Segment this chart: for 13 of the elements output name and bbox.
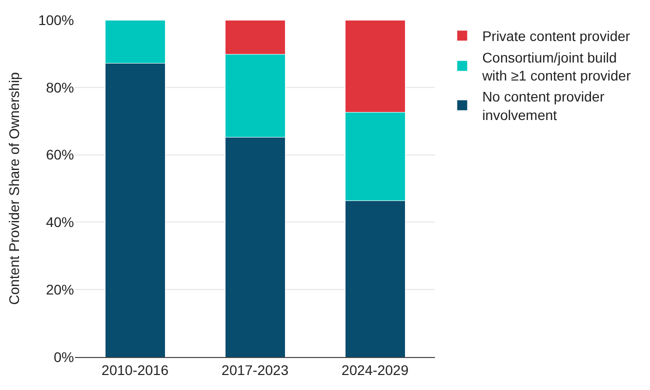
- y-axis-title: Content Provider Share of Ownership: [6, 72, 22, 305]
- y-tick-label: 60%: [46, 146, 74, 163]
- legend-label: Private content provider: [482, 28, 630, 44]
- y-tick-label: 80%: [46, 79, 74, 96]
- legend-label: No content provider involvement: [482, 88, 605, 123]
- legend-label: Consortium/joint build with ≥1 content provider: [481, 49, 632, 84]
- y-tick-label: 100%: [38, 12, 74, 28]
- x-tick-label: 2010-2016: [102, 362, 169, 378]
- x-tick-label: 2024-2029: [342, 362, 409, 378]
- x-tick-label: 2017-2023: [222, 362, 289, 378]
- y-tick-label: 20%: [46, 282, 74, 298]
- y-tick-label: 0%: [54, 348, 74, 365]
- y-tick-label: 40%: [46, 214, 74, 230]
